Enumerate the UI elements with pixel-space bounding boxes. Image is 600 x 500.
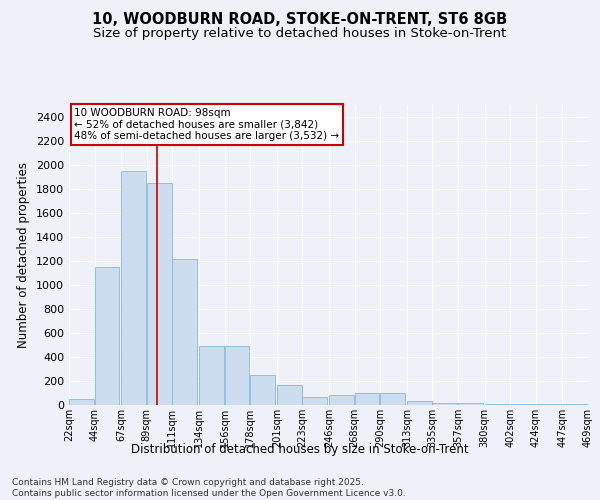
- Bar: [95, 267, 119, 405]
- Bar: [407, 402, 431, 405]
- Bar: [277, 384, 302, 405]
- Y-axis label: Number of detached properties: Number of detached properties: [17, 162, 31, 348]
- Text: Contains HM Land Registry data © Crown copyright and database right 2025.
Contai: Contains HM Land Registry data © Crown c…: [12, 478, 406, 498]
- Bar: [147, 183, 172, 405]
- Bar: [172, 258, 197, 405]
- Bar: [380, 393, 405, 405]
- Bar: [302, 396, 327, 405]
- Text: 10, WOODBURN ROAD, STOKE-ON-TRENT, ST6 8GB: 10, WOODBURN ROAD, STOKE-ON-TRENT, ST6 8…: [92, 12, 508, 28]
- Bar: [250, 375, 275, 405]
- Bar: [510, 404, 535, 405]
- Text: Size of property relative to detached houses in Stoke-on-Trent: Size of property relative to detached ho…: [94, 28, 506, 40]
- Bar: [224, 346, 250, 405]
- Bar: [355, 393, 379, 405]
- Text: 10 WOODBURN ROAD: 98sqm
← 52% of detached houses are smaller (3,842)
48% of semi: 10 WOODBURN ROAD: 98sqm ← 52% of detache…: [74, 108, 340, 141]
- Bar: [458, 403, 483, 405]
- Bar: [562, 404, 587, 405]
- Bar: [485, 404, 509, 405]
- Bar: [433, 403, 457, 405]
- Bar: [69, 399, 94, 405]
- Bar: [121, 171, 146, 405]
- Bar: [536, 404, 560, 405]
- Text: Distribution of detached houses by size in Stoke-on-Trent: Distribution of detached houses by size …: [131, 442, 469, 456]
- Bar: [199, 346, 224, 405]
- Bar: [329, 396, 354, 405]
